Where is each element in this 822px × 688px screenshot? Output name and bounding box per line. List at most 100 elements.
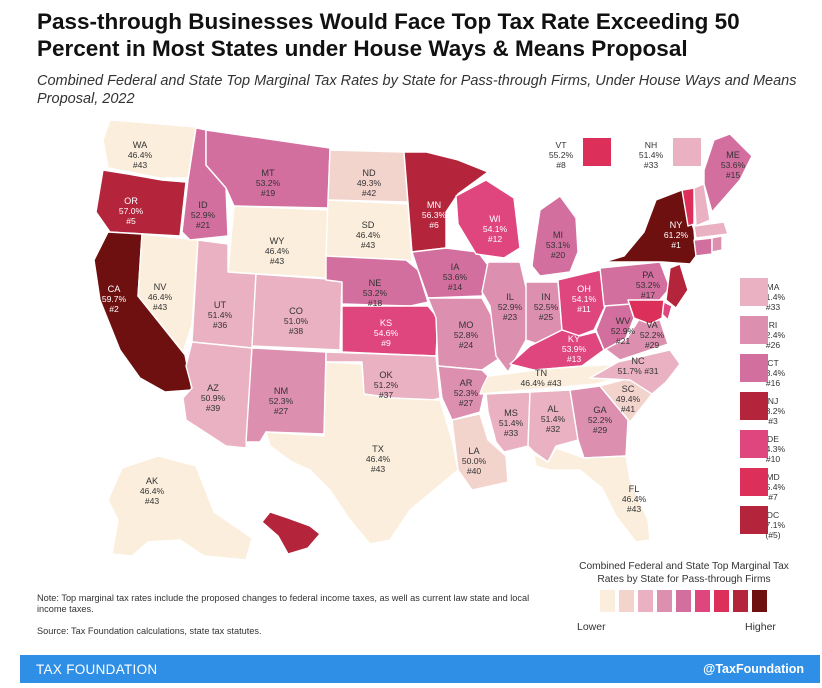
state-label-ks: KS 54.6% #9 (374, 318, 398, 349)
state-rank: #42 (361, 188, 377, 199)
state-label-ak: AK 46.4% #43 (140, 476, 164, 507)
key-swatch-dc (740, 506, 768, 534)
state-label-in: IN 52.5% #25 (534, 292, 558, 323)
state-rank: #12 (487, 234, 503, 245)
state-rank: #43 (132, 160, 148, 171)
state-abbr: FL (628, 484, 640, 494)
state-abbr: TN (534, 368, 548, 378)
state-rate: 52.2% (587, 415, 613, 426)
state-rate: 52.3% (453, 388, 479, 399)
state-rate: 49.4% (615, 394, 641, 405)
key-label-dc: DC 57.1% (#5) (761, 510, 785, 541)
key-swatch-ct (740, 354, 768, 382)
state-label-nv: NV 46.4% #43 (148, 282, 172, 313)
state-label-nc: NC 51.7% #31 (617, 356, 658, 376)
key-swatch-vt (583, 138, 611, 166)
key-rank: #7 (768, 492, 778, 503)
state-abbr: AL (547, 404, 559, 414)
key-abbr: MD (766, 472, 780, 482)
state-mn (403, 151, 489, 253)
state-label-ia: IA 53.6% #14 (443, 262, 467, 293)
state-rank: #31 (644, 366, 659, 377)
state-rate: 56.3% (421, 210, 447, 221)
state-rank: #33 (503, 428, 519, 439)
key-abbr: NJ (767, 396, 779, 406)
state-abbr: AK (145, 476, 159, 486)
key-abbr: CT (767, 358, 779, 368)
state-rank: #40 (466, 466, 482, 477)
state-label-sc: SC 49.4% #41 (616, 384, 640, 415)
state-rate: 51.4% (207, 310, 233, 321)
state-label-wy: WY 46.4% #43 (265, 236, 289, 267)
legend-high-label: Higher (745, 621, 776, 633)
state-rate: 46.4% (127, 150, 153, 161)
state-rank: #18 (367, 298, 383, 309)
state-abbr: NV (153, 282, 167, 292)
state-rate: 51.4% (498, 418, 524, 429)
state-label-ne: NE 53.2% #18 (363, 278, 387, 309)
key-abbr: RI (768, 320, 778, 330)
state-rate: 61.2% (663, 230, 689, 241)
key-label-nh: NH 51.4% #33 (639, 140, 663, 171)
legend-low-label: Lower (577, 621, 606, 633)
state-label-ca: CA 59.7% #2 (102, 284, 126, 315)
legend-swatch (714, 590, 729, 612)
footnote: Note: Top marginal tax rates include the… (37, 593, 530, 614)
state-abbr: GA (593, 405, 607, 415)
state-abbr: ND (362, 168, 376, 178)
legend-swatch (733, 590, 748, 612)
state-label-ar: AR 52.3% #27 (454, 378, 478, 409)
state-rank: #2 (109, 304, 119, 315)
legend-swatch (619, 590, 634, 612)
state-abbr: HI (259, 540, 269, 550)
key-rate: 52.4% (760, 330, 786, 341)
state-label-ky: KY 53.9% #13 (562, 334, 586, 365)
state-abbr: WY (269, 236, 285, 246)
state-ct (693, 237, 713, 257)
state-label-az: AZ 50.9% #39 (201, 383, 225, 414)
key-abbr: VT (555, 140, 567, 150)
state-rank: #39 (205, 403, 221, 414)
state-rank: #21 (195, 220, 211, 231)
state-nj (665, 263, 689, 309)
state-rank: #29 (644, 340, 660, 351)
legend-swatch (695, 590, 710, 612)
state-rank: #43 (144, 496, 160, 507)
state-rank: #43 (547, 378, 562, 389)
key-swatch-ri (740, 316, 768, 344)
state-abbr: KS (379, 318, 393, 328)
state-label-la: LA 50.0% #40 (462, 446, 486, 477)
state-abbr: IN (541, 292, 551, 302)
state-label-sd: SD 46.4% #43 (356, 220, 380, 251)
state-rank: #27 (458, 398, 474, 409)
state-abbr: ID (198, 200, 208, 210)
state-rank: #15 (725, 170, 741, 181)
state-wa (102, 119, 197, 179)
key-abbr: DC (766, 510, 780, 520)
state-label-oh: OH 54.1% #11 (572, 284, 596, 315)
key-swatch-nh (673, 138, 701, 166)
state-label-tn: TN 46.4% #43 (520, 368, 561, 388)
state-rate: 53.2% (635, 280, 661, 291)
state-label-ms: MS 51.4% #33 (499, 408, 523, 439)
state-rate: 52.8% (453, 330, 479, 341)
key-rate: 53.4% (760, 368, 786, 379)
state-rate: 46.4% (621, 494, 647, 505)
state-rank: #6 (429, 220, 439, 231)
state-rank: #9 (381, 338, 391, 349)
state-or (95, 169, 187, 237)
state-rate: 53.6% (720, 160, 746, 171)
state-tx (265, 361, 459, 545)
state-rate: 57.0% (118, 206, 144, 217)
state-rank: #20 (550, 250, 566, 261)
state-abbr: NC (631, 356, 645, 366)
state-rank: #41 (620, 404, 636, 415)
state-ak (107, 455, 253, 561)
state-abbr: UT (213, 300, 227, 310)
state-abbr: VA (646, 320, 658, 330)
state-rate: 54.6% (373, 328, 399, 339)
state-pa (599, 261, 671, 307)
state-label-id: ID 52.9% #21 (191, 200, 215, 231)
state-fl (533, 447, 651, 543)
state-rate: 52.9% (610, 326, 636, 337)
